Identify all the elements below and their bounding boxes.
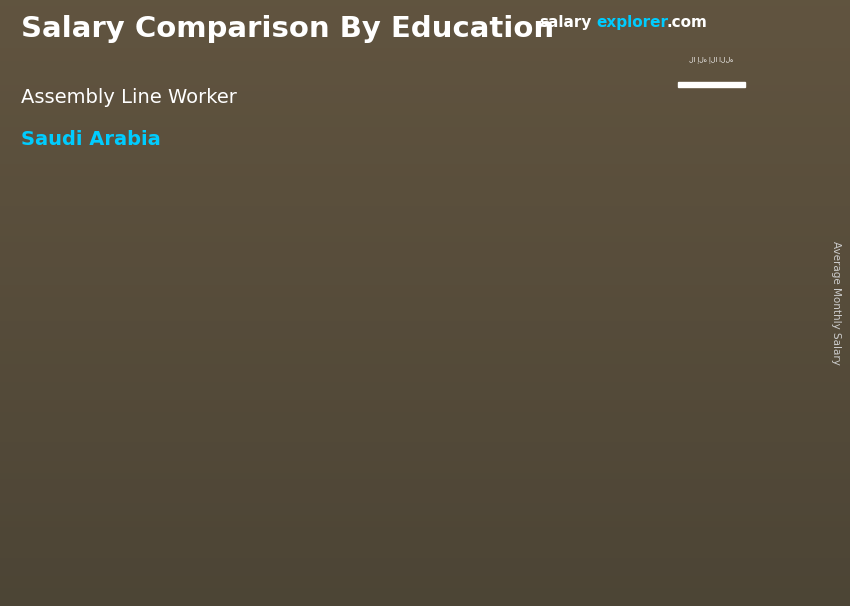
Polygon shape [121,240,369,267]
Text: Salary Comparison By Education: Salary Comparison By Education [21,15,554,43]
Polygon shape [329,240,369,522]
Text: Certificate or Diploma: Certificate or Diploma [411,545,654,564]
Polygon shape [409,98,656,125]
Text: explorer: explorer [597,15,669,30]
Polygon shape [121,267,329,522]
Text: High School: High School [179,545,310,564]
Text: 3,690 SAR: 3,690 SAR [0,242,105,262]
Polygon shape [409,125,616,522]
Polygon shape [409,125,416,522]
Text: +56%: +56% [337,64,432,92]
Text: 5,740 SAR: 5,740 SAR [688,99,801,118]
Bar [678,82,745,87]
Text: Average Monthly Salary: Average Monthly Salary [831,241,842,365]
Text: Assembly Line Worker: Assembly Line Worker [21,88,237,107]
Text: .com: .com [666,15,707,30]
Polygon shape [121,267,129,522]
Text: salary: salary [540,15,592,30]
Text: لا إله إلا الله: لا إله إلا الله [689,57,734,64]
Polygon shape [616,98,656,522]
Text: Saudi Arabia: Saudi Arabia [21,130,161,149]
